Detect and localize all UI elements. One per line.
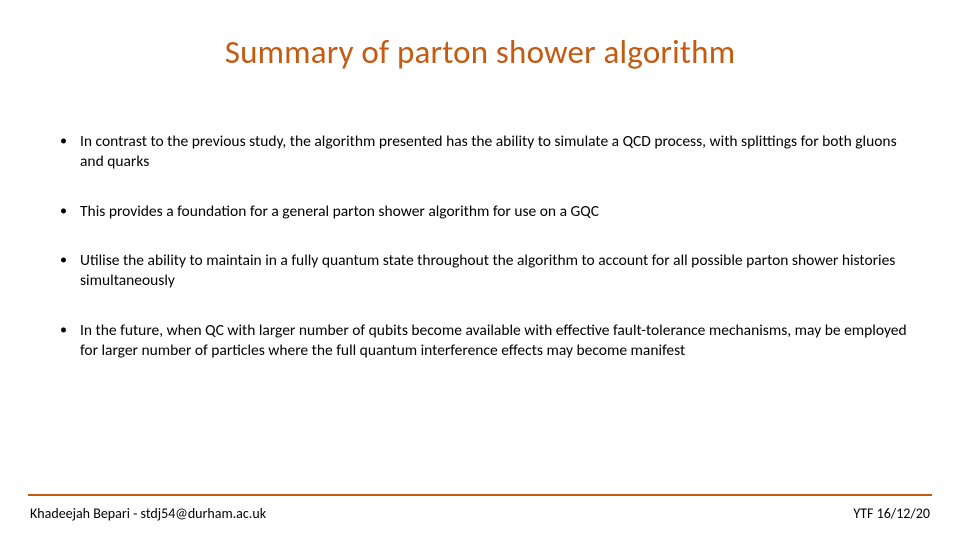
slide: Summary of parton shower algorithm In co… (0, 0, 960, 540)
slide-title: Summary of parton shower algorithm (0, 32, 960, 72)
bullet-item: This provides a foundation for a general… (58, 202, 918, 222)
footer-date: YTF 16/12/20 (853, 505, 930, 522)
content-area: In contrast to the previous study, the a… (58, 132, 918, 391)
footer-author: Khadeejah Bepari - stdj54@durham.ac.uk (30, 505, 266, 522)
footer-divider (28, 494, 932, 496)
bullet-item: In the future, when QC with larger numbe… (58, 321, 918, 361)
bullet-item: Utilise the ability to maintain in a ful… (58, 251, 918, 291)
bullet-list: In contrast to the previous study, the a… (58, 132, 918, 361)
bullet-item: In contrast to the previous study, the a… (58, 132, 918, 172)
